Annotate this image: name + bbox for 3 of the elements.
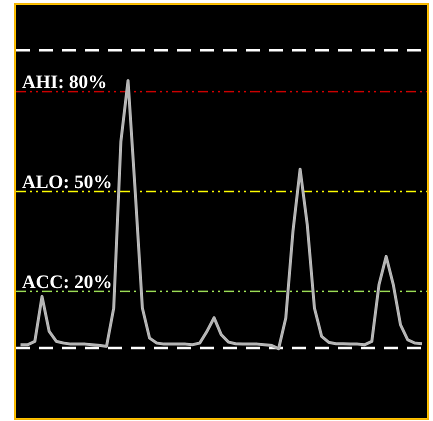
ref-line-label: ALO: 50% — [22, 172, 112, 193]
ref-line-label: ACC: 20% — [22, 272, 112, 293]
ref-line-label: AHI: 80% — [22, 72, 107, 94]
